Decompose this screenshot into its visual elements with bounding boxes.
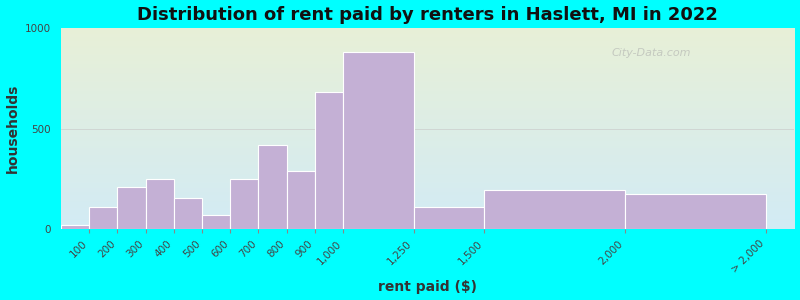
Text: City-Data.com: City-Data.com (611, 48, 690, 58)
Bar (61, 225, 89, 230)
Bar (258, 145, 286, 230)
Bar (230, 179, 258, 230)
X-axis label: rent paid ($): rent paid ($) (378, 280, 478, 294)
Title: Distribution of rent paid by renters in Haslett, MI in 2022: Distribution of rent paid by renters in … (138, 6, 718, 24)
Bar (315, 92, 343, 230)
Bar (484, 190, 625, 230)
Bar (118, 187, 146, 230)
Bar (286, 171, 315, 230)
Bar (343, 52, 414, 229)
Bar (625, 194, 766, 230)
Bar (202, 215, 230, 230)
Bar (414, 207, 484, 230)
Bar (146, 179, 174, 230)
Bar (89, 207, 118, 230)
Y-axis label: households: households (6, 84, 19, 173)
Bar (174, 198, 202, 230)
